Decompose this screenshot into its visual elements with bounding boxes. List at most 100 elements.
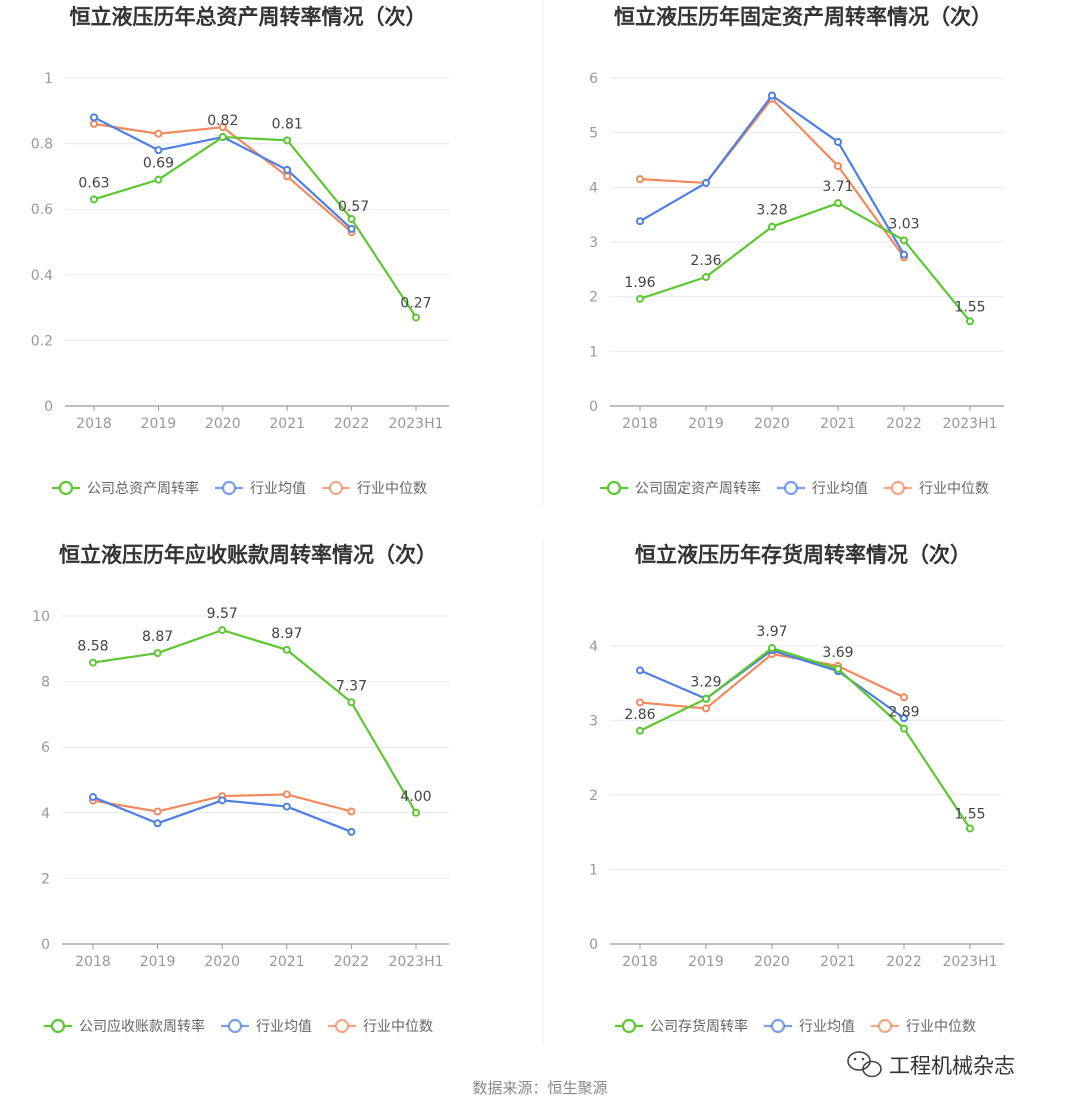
data-point-company[interactable]	[636, 294, 644, 303]
y-tick-label: 5	[589, 126, 598, 142]
data-point-median[interactable]	[283, 172, 292, 181]
data-point-avg[interactable]	[768, 91, 776, 100]
data-label: 0.63	[78, 175, 109, 191]
data-point-avg[interactable]	[347, 827, 356, 836]
legend-item-median[interactable]: 行业中位数	[871, 1018, 976, 1035]
data-point-avg[interactable]	[900, 250, 908, 259]
data-point-median[interactable]	[702, 704, 710, 713]
data-point-avg[interactable]	[702, 178, 710, 187]
legend-item-company[interactable]: 公司存货周转率	[615, 1018, 748, 1035]
data-point-company[interactable]	[768, 644, 776, 653]
data-point-company[interactable]	[347, 215, 356, 224]
data-point-avg[interactable]	[283, 165, 292, 174]
legend-marker-icon	[621, 1018, 637, 1034]
data-point-avg[interactable]	[834, 137, 842, 146]
data-point-median[interactable]	[636, 175, 644, 184]
legend-marker-icon	[227, 1018, 243, 1034]
data-point-avg[interactable]	[90, 113, 98, 122]
y-tick-label: 0	[589, 937, 598, 953]
data-point-company[interactable]	[218, 133, 227, 142]
data-point-avg[interactable]	[153, 819, 162, 828]
series-line-avg	[639, 94, 905, 256]
legend-item-avg[interactable]: 行业均值	[221, 1018, 312, 1035]
y-tick-label: 2	[589, 788, 598, 804]
series-line-company	[639, 646, 971, 830]
data-point-avg[interactable]	[89, 793, 97, 802]
data-point-median[interactable]	[636, 698, 644, 707]
legend-item-company[interactable]: 公司总资产周转率	[52, 480, 199, 497]
chart-panel-2: 恒立液压历年固定资产周转率情况（次） 0 1 2 3 4 5 6 2018 2019 2020 202…	[589, 5, 1004, 497]
data-point-avg[interactable]	[347, 224, 356, 233]
data-point-company[interactable]	[834, 664, 842, 673]
data-point-avg[interactable]	[900, 714, 908, 723]
x-tick-label: 2019	[688, 954, 724, 970]
brand-watermark: 工程机械杂志	[847, 1051, 1015, 1078]
legend-item-avg[interactable]: 行业均值	[215, 480, 306, 497]
data-label: 3.29	[690, 675, 721, 691]
series-line-median	[639, 97, 905, 258]
chart-title: 恒立液压历年存货周转率情况（次）	[635, 543, 971, 567]
data-point-median[interactable]	[218, 123, 227, 132]
data-point-median[interactable]	[90, 119, 98, 128]
data-point-company[interactable]	[966, 824, 974, 833]
legend-item-company[interactable]: 公司固定资产周转率	[600, 480, 761, 497]
y-tick-label: 4	[589, 180, 598, 196]
legend-item-median[interactable]: 行业中位数	[884, 480, 989, 497]
x-tick-label: 2020	[204, 954, 240, 970]
legend-item-median[interactable]: 行业中位数	[322, 480, 427, 497]
data-point-company[interactable]	[347, 698, 356, 707]
data-point-company[interactable]	[900, 724, 908, 733]
legend-item-median[interactable]: 行业中位数	[328, 1018, 433, 1035]
data-label: 8.58	[77, 639, 108, 655]
legend-item-avg[interactable]: 行业均值	[777, 480, 868, 497]
x-tick-label: 2022	[334, 416, 370, 432]
data-point-company[interactable]	[153, 649, 162, 658]
legend-label: 公司总资产周转率	[87, 480, 199, 497]
legend-item-avg[interactable]: 行业均值	[764, 1018, 855, 1035]
data-point-median[interactable]	[154, 129, 163, 138]
data-point-company[interactable]	[900, 236, 908, 245]
data-point-company[interactable]	[966, 317, 974, 326]
data-point-company[interactable]	[834, 199, 842, 208]
y-tick-label: 1	[44, 71, 53, 87]
data-point-company[interactable]	[282, 645, 291, 654]
data-point-avg[interactable]	[218, 796, 227, 805]
data-point-company[interactable]	[702, 272, 710, 281]
series-line-avg	[639, 649, 905, 720]
data-point-median[interactable]	[347, 807, 356, 816]
data-point-avg[interactable]	[636, 217, 644, 226]
data-label: 0.69	[143, 156, 174, 172]
data-point-avg[interactable]	[154, 146, 163, 155]
x-tick-label: 2018	[622, 954, 658, 970]
x-tick-label: 2019	[141, 416, 177, 432]
y-tick-label: 0	[589, 399, 598, 415]
data-point-company[interactable]	[768, 222, 776, 231]
data-point-median[interactable]	[153, 807, 162, 816]
data-point-company[interactable]	[154, 175, 163, 184]
legend-label: 行业均值	[812, 481, 868, 497]
data-point-company[interactable]	[283, 136, 292, 145]
chart-panel-3: 恒立液压历年应收账款周转率情况（次） 0 2 4 6 8 10 2018 2019 2020 202…	[32, 543, 449, 1035]
data-point-company[interactable]	[90, 195, 98, 204]
legend-item-company[interactable]: 公司应收账款周转率	[44, 1018, 205, 1035]
data-point-company[interactable]	[218, 626, 227, 635]
data-label: 2.86	[624, 707, 655, 723]
data-point-company[interactable]	[412, 808, 420, 817]
data-point-company[interactable]	[412, 313, 420, 322]
data-point-avg[interactable]	[636, 666, 644, 675]
data-label: 3.97	[756, 624, 787, 640]
data-point-company[interactable]	[89, 658, 97, 667]
chart-title: 恒立液压历年固定资产周转率情况（次）	[614, 5, 992, 29]
data-point-company[interactable]	[702, 694, 710, 703]
data-point-median[interactable]	[282, 790, 291, 799]
x-tick-label: 2019	[140, 954, 176, 970]
data-point-company[interactable]	[636, 726, 644, 735]
legend-marker-icon	[877, 1018, 893, 1034]
x-tick-label: 2021	[820, 954, 856, 970]
data-point-avg[interactable]	[282, 802, 291, 811]
data-point-median[interactable]	[900, 693, 908, 702]
x-tick-label: 2021	[269, 954, 305, 970]
data-point-median[interactable]	[834, 162, 842, 171]
x-tick-label: 2020	[205, 416, 241, 432]
legend-label: 行业中位数	[363, 1019, 433, 1035]
